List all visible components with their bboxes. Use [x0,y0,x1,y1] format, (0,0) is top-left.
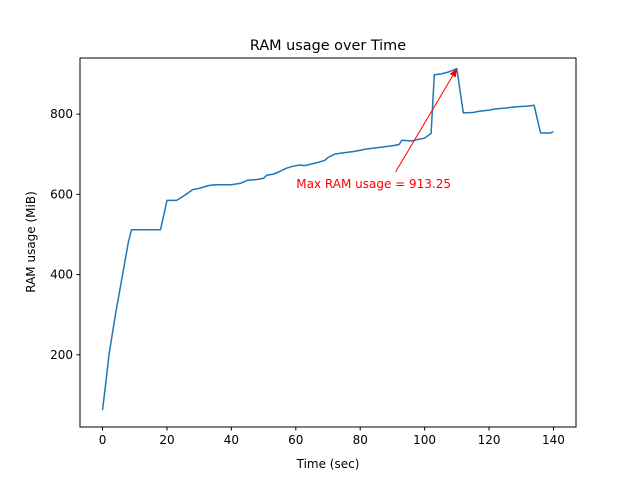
x-tick-label: 80 [353,433,368,447]
x-tick-label: 60 [288,433,303,447]
axes-frame [79,57,577,428]
y-tick-label: 800 [50,107,73,121]
x-tick-label: 20 [159,433,174,447]
x-tick-label: 120 [478,433,501,447]
chart-title: RAM usage over Time [250,38,406,54]
annotation-arrowhead [449,68,457,78]
x-tick-label: 0 [99,433,107,447]
x-tick-label: 140 [542,433,565,447]
x-tick-label: 100 [413,433,436,447]
x-tick-label: 40 [224,433,239,447]
x-axis-label: Time (sec) [296,457,360,471]
y-tick-label: 200 [50,348,73,362]
y-axis-label: RAM usage (MiB) [24,191,38,293]
y-tick-label: 600 [50,187,73,201]
annotation-arrow [395,75,454,173]
annotation-label: Max RAM usage = 913.25 [296,177,451,191]
series-line-ram-usage [101,67,554,411]
y-tick-label: 400 [50,268,73,282]
